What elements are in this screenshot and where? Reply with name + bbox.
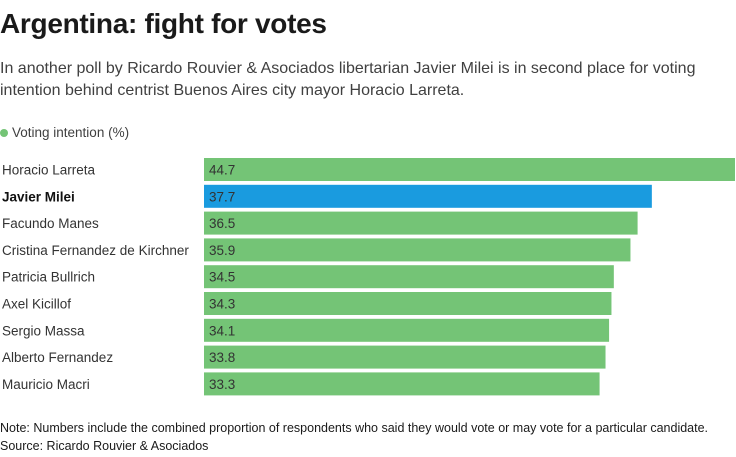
bar-horacio-larreta xyxy=(204,158,735,181)
source-line: Source: Ricardo Rouvier & Asociados xyxy=(0,439,209,453)
bar-javier-milei xyxy=(204,184,652,208)
category-label: Facundo Manes xyxy=(2,216,99,231)
bar-sergio-massa xyxy=(204,318,610,342)
value-label: 33.3 xyxy=(209,377,235,392)
legend-label: Voting intention (%) xyxy=(12,125,130,140)
category-label: Mauricio Macri xyxy=(2,377,90,392)
bar-mauricio-macri xyxy=(204,372,600,396)
legend-swatch xyxy=(0,128,8,137)
category-label: Alberto Fernandez xyxy=(2,350,113,365)
value-label: 44.7 xyxy=(209,163,235,178)
category-label: Sergio Massa xyxy=(2,323,85,338)
category-label: Javier Milei xyxy=(2,189,75,204)
bar-cristina-fernandez-de-kirchner xyxy=(204,238,631,262)
category-label: Horacio Larreta xyxy=(2,163,96,178)
legend: Voting intention (%) xyxy=(0,125,129,140)
bar-patricia-bullrich xyxy=(204,265,614,289)
bar-alberto-fernandez xyxy=(204,345,606,369)
category-label: Patricia Bullrich xyxy=(2,270,95,285)
footnote: Note: Numbers include the combined propo… xyxy=(0,421,709,435)
value-label: 36.5 xyxy=(209,216,235,231)
bar-axel-kicillof xyxy=(204,292,612,315)
value-label: 35.9 xyxy=(209,243,235,258)
value-label: 33.8 xyxy=(209,350,235,365)
value-label: 34.5 xyxy=(209,270,235,285)
category-label: Axel Kicillof xyxy=(2,297,71,312)
chart-subtitle: In another poll by Ricardo Rouvier & Aso… xyxy=(0,60,696,99)
value-label: 34.1 xyxy=(209,323,235,338)
value-label: 34.3 xyxy=(209,297,235,312)
bar-facundo-manes xyxy=(204,211,638,235)
chart-title: Argentina: fight for votes xyxy=(0,8,327,39)
category-label: Cristina Fernandez de Kirchner xyxy=(2,243,189,258)
value-label: 37.7 xyxy=(209,189,235,204)
